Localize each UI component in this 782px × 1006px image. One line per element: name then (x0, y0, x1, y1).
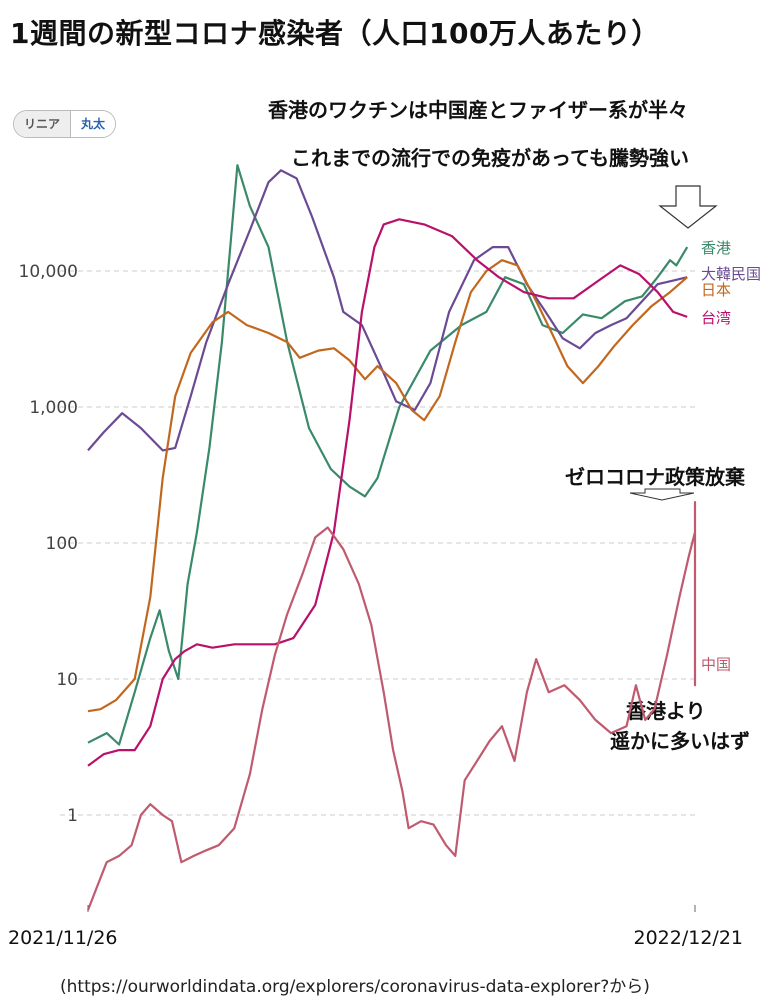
chart-title: 1週間の新型コロナ感染者（人口100万人あたり） (10, 17, 660, 50)
series-line (87, 259, 688, 713)
series-line (87, 218, 688, 767)
series-label: 日本 (701, 281, 731, 299)
y-axis-ticks: 1 10 100 1,000 10,000 (19, 262, 78, 826)
annotation-vaccine: 香港のワクチンは中国産とファイザー系が半々 (268, 98, 688, 122)
series-line (86, 501, 697, 911)
y-tick-label: 10 (56, 670, 78, 690)
log-scale-button[interactable]: 丸太 (70, 111, 116, 137)
annotation-arrows (629, 185, 718, 501)
y-tick-label: 1,000 (29, 398, 78, 418)
source-note: (https://ourworldindata.org/explorers/co… (60, 977, 650, 997)
series-label: 台湾 (701, 309, 731, 327)
y-tick-label: 1 (67, 806, 78, 826)
series-lines (86, 164, 697, 911)
series-label: 大韓民国 (701, 265, 761, 283)
series-label: 香港 (701, 239, 731, 257)
series-line (87, 164, 689, 746)
annotation-china-1: 香港より (626, 699, 706, 723)
annotation-china-2: 遥かに多いはず (610, 729, 750, 753)
down-arrow-icon (658, 185, 718, 229)
series-line (87, 169, 688, 452)
scale-toggle[interactable]: リニア 丸太 (13, 110, 117, 138)
series-label: 中国 (701, 656, 731, 674)
annotation-immunity: これまでの流行での免疫があっても騰勢強い (291, 146, 689, 170)
y-tick-label: 100 (46, 534, 78, 554)
y-tick-label: 10,000 (19, 262, 78, 282)
linear-scale-button[interactable]: リニア (14, 111, 71, 137)
x-tick-label: 2021/11/26 (8, 927, 118, 949)
x-axis: 2021/11/26 2022/12/21 (8, 905, 743, 949)
annotation-zero-covid: ゼロコロナ政策放棄 (565, 465, 745, 489)
down-arrow-icon (629, 488, 695, 501)
x-tick-label: 2022/12/21 (633, 927, 743, 949)
gridlines (60, 270, 695, 816)
